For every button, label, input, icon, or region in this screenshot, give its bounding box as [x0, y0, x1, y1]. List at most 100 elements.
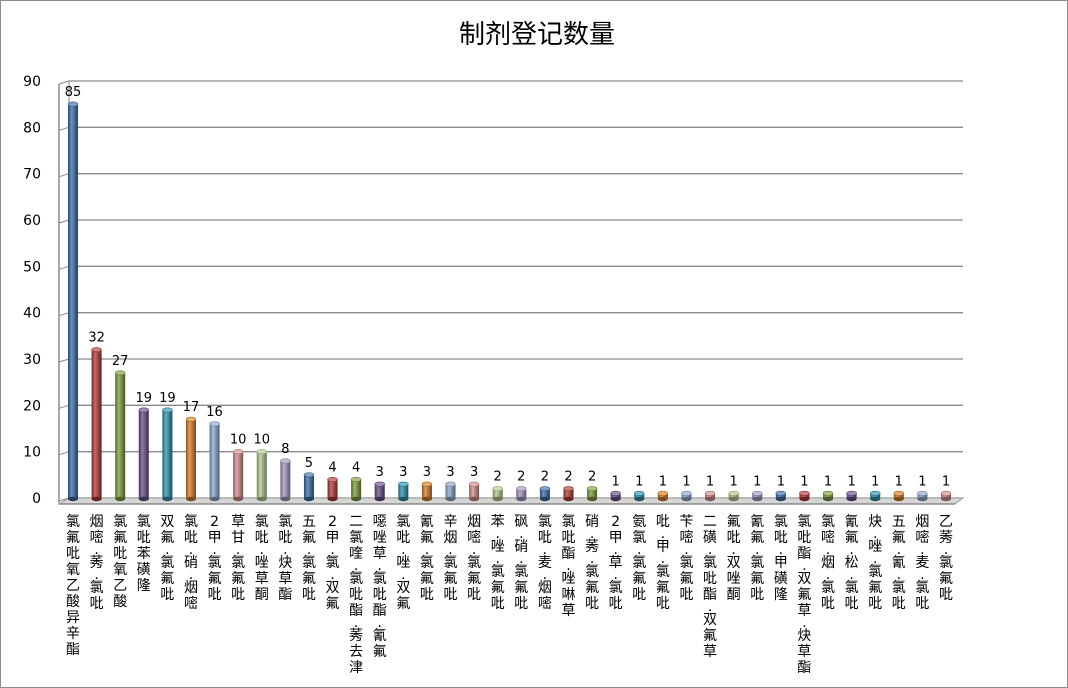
bar: [162, 407, 173, 502]
bar: [209, 421, 220, 502]
bar: [775, 490, 787, 502]
side-gridline: [58, 173, 70, 178]
bar: [681, 490, 692, 502]
data-label: 32: [88, 331, 105, 346]
data-label: 17: [183, 400, 200, 415]
chart-title: 制剂登记数量: [459, 20, 615, 50]
data-label: 4: [328, 460, 336, 475]
bar: [185, 416, 197, 502]
x-tick-label: 2 甲·草·氯吡: [609, 514, 623, 612]
data-label: 1: [612, 474, 620, 489]
x-tick-label: 草甘·氯氟吡: [231, 514, 245, 603]
bar: [374, 481, 386, 502]
bar: [303, 472, 315, 502]
side-gridline: [58, 80, 70, 85]
data-label: 3: [446, 465, 454, 480]
y-tick-label: 30: [23, 352, 41, 368]
x-tick-label: 炔·唑·氯氟吡: [868, 514, 882, 612]
data-label: 1: [918, 474, 926, 489]
bar: [799, 490, 810, 502]
bar: [114, 370, 126, 502]
side-gridline: [58, 312, 70, 317]
bar: [751, 490, 763, 502]
data-label: 1: [871, 474, 879, 489]
data-label: 3: [423, 465, 431, 480]
bar: [704, 490, 716, 502]
bars: [67, 101, 952, 502]
data-label: 3: [470, 465, 478, 480]
x-tick-label: 氯嘧·烟·氯吡: [821, 514, 835, 612]
data-label: 1: [942, 474, 950, 489]
bar: [445, 481, 456, 502]
y-axis-ticks: 0 10 20 30 40 50 60 70 80 90: [23, 74, 41, 507]
data-label: 19: [159, 391, 176, 406]
data-label: 1: [824, 474, 832, 489]
x-tick-label: 吡·甲·氯氟吡: [656, 514, 670, 612]
data-label: 1: [847, 474, 855, 489]
data-label: 1: [706, 474, 714, 489]
y-tick-label: 10: [23, 445, 41, 461]
bar: [846, 490, 857, 502]
x-tick-label: 氯吡酯·唑啉草: [561, 514, 575, 619]
data-label: 1: [730, 474, 738, 489]
y-tick-label: 60: [23, 213, 41, 229]
x-tick-label: 五氟·氰·氯吡: [892, 514, 906, 612]
data-label: 10: [253, 433, 270, 448]
side-gridline: [58, 404, 70, 409]
bar: [67, 101, 79, 502]
data-label: 1: [753, 474, 761, 489]
x-tick-label: 氟吡·双唑酮: [727, 514, 741, 603]
x-axis-labels: 氯氟吡氧乙酸异辛酯烟嘧·莠·氯吡氯氟吡氧乙酸氯吡苯磺隆双氟·氯氟吡氯吡·硝·烟嘧…: [66, 513, 953, 676]
x-tick-label: 氰氟·松·氯吡: [845, 514, 859, 612]
x-tick-label: 烟嘧·麦·氯吡: [915, 514, 929, 612]
x-tick-label: 噁唑草·氯吡酯·氰氟: [373, 514, 387, 660]
bar: [610, 490, 621, 502]
data-label: 2: [588, 470, 596, 485]
bar: [350, 476, 362, 502]
x-tick-label: 烟嘧·氯氟吡: [467, 514, 481, 603]
x-tick-label: 五氟·氯氟吡: [302, 514, 316, 603]
bar: [917, 490, 928, 502]
bar: [280, 458, 291, 502]
y-tick-label: 80: [23, 120, 41, 136]
x-tick-label: 氯吡·硝·烟嘧: [184, 514, 198, 612]
data-label: 3: [376, 465, 384, 480]
x-tick-label: 2 甲·氯·双氟: [326, 514, 340, 612]
bar: [728, 490, 739, 502]
x-tick-label: 氯吡·唑草酮: [255, 514, 269, 603]
y-tick-label: 40: [23, 306, 41, 322]
bar: [138, 407, 150, 502]
data-label: 16: [206, 405, 223, 420]
side-gridline: [58, 126, 70, 131]
bar: [539, 486, 551, 502]
x-tick-label: 氯吡酯·双氟草·炔草酯: [797, 514, 811, 676]
x-tick-label: 氯吡·甲磺隆: [774, 514, 788, 603]
x-tick-label: 氰氟·氯氟吡: [420, 514, 434, 603]
bar: [421, 481, 433, 502]
data-label: 3: [399, 465, 407, 480]
y-tick-label: 20: [23, 398, 41, 414]
bar: [822, 490, 834, 502]
data-label: 1: [777, 474, 785, 489]
bar: [91, 347, 102, 502]
bar: [586, 486, 598, 502]
x-tick-label: 氯吡·唑·双氟: [396, 514, 410, 612]
data-label: 1: [635, 474, 643, 489]
bar: [563, 486, 574, 502]
bar: [468, 481, 480, 502]
y-tick-label: 0: [32, 491, 41, 507]
y-tick-label: 90: [23, 74, 41, 90]
data-label: 1: [895, 474, 903, 489]
side-gridline: [58, 358, 70, 363]
data-label: 1: [659, 474, 667, 489]
y-tick-label: 70: [23, 167, 41, 183]
bar: [327, 476, 338, 502]
x-tick-label: 氯氟吡氧乙酸: [113, 514, 127, 610]
x-tick-label: 砜·硝·氯氟吡: [514, 514, 528, 612]
y-tick-label: 50: [23, 259, 41, 275]
x-tick-label: 氰氟·氯氟吡: [750, 514, 764, 603]
data-label: 2: [541, 470, 549, 485]
x-tick-label: 2 甲·氯氟吡: [208, 514, 222, 603]
